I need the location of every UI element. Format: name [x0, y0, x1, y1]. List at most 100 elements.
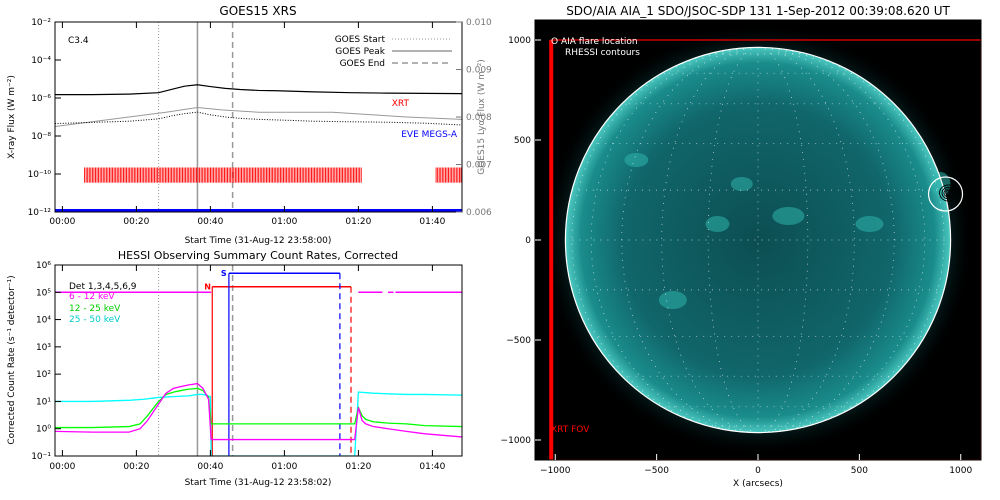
- goes-axes: 00:00 00:20 00:40 01:00 01:20 01:40 10⁻¹² 10⁻¹⁰…: [28, 18, 492, 227]
- goes-y-tick-label: 10⁻¹²: [28, 208, 52, 218]
- goes-peak-legend-label: GOES Peak: [335, 47, 385, 57]
- aia-x-tick-label: 0: [755, 466, 761, 476]
- longitude-line: [591, 47, 759, 433]
- active-region: [705, 216, 730, 232]
- active-region: [624, 153, 649, 167]
- hessi-panel: HESSI Observing Summary Count Rates, Cor…: [7, 249, 463, 488]
- active-region: [730, 177, 753, 191]
- goes-x-tick-label: 00:20: [123, 217, 149, 227]
- goes-lyman-alpha-line: [55, 106, 462, 127]
- goes-x-tick-label: 01:20: [345, 217, 371, 227]
- rhessi-contour: [943, 188, 954, 198]
- active-region: [855, 216, 884, 232]
- xrt-coverage-interval: [435, 167, 462, 183]
- rhessi-contour: [939, 184, 958, 202]
- hessi-legend-6-12kev: 6 - 12 keV: [69, 292, 115, 302]
- eve-megs-a-label: EVE MEGS-A: [401, 130, 458, 140]
- goes-start-legend-label: GOES Start: [335, 35, 386, 45]
- saa-marker: S: [221, 269, 227, 278]
- longitude-line: [757, 47, 945, 433]
- hessi-y-tick-label: 10⁻¹: [31, 452, 51, 462]
- rhessi-contour: [941, 186, 956, 200]
- aia-x-tick-label: 500: [851, 466, 868, 476]
- goes-short-channel-line: [55, 111, 462, 126]
- aia-flare-location-circle: [927, 176, 964, 212]
- goes-x-tick-label: 01:00: [271, 217, 297, 227]
- hessi-y-tick-label: 10³: [36, 343, 51, 353]
- hessi-y-tick-label: 10⁵: [36, 288, 51, 298]
- hessi-x-tick-label: 01:00: [271, 462, 297, 472]
- hessi-axes: 00:00 00:20 00:40 01:00 01:20 01:40 10⁻¹ 10⁰ 10¹…: [31, 261, 445, 472]
- goes-end-legend-label: GOES End: [340, 59, 385, 69]
- goes-y-tick-label: 10⁻⁸: [31, 132, 51, 142]
- goes-y2-tick-label: 0.006: [466, 208, 492, 218]
- goes-y-tick-label: 10⁻¹⁰: [28, 170, 52, 180]
- hessi-y-tick-label: 10²: [36, 370, 51, 380]
- hessi-y-tick-label: 10⁶: [36, 261, 51, 271]
- solar-limb: [564, 46, 952, 434]
- hessi-y-tick-label: 10¹: [36, 397, 51, 407]
- active-region: [658, 291, 687, 309]
- hessi-y-axis-label: Corrected Count Rate (s⁻¹ detector⁻¹): [7, 275, 17, 444]
- goes-y-tick-label: 10⁻⁴: [31, 56, 51, 66]
- goes-y2-tick-label: 0.008: [466, 113, 492, 123]
- aia-legend-rhessi-contours: RHESSI contours: [565, 48, 640, 58]
- aia-x-tick-label: −500: [644, 466, 669, 476]
- aia-panel: SDO/AIA AIA_1 SDO/JSOC-SDP 131 1-Sep-201…: [501, 4, 982, 489]
- hessi-6-12kev-line: [55, 382, 462, 441]
- hessi-plot-frame: [54, 264, 463, 457]
- hessi-legend-12-25kev: 12 - 25 keV: [69, 304, 121, 314]
- aia-x-axis-label: X (arcsecs): [733, 479, 783, 489]
- hessi-y-tick-label: 10⁴: [36, 316, 51, 326]
- goes-plot-area: [55, 22, 462, 212]
- aia-image: [542, 24, 981, 460]
- goes-flare-class: C3.4: [68, 36, 89, 46]
- aia-legend-flare-location: O AIA flare location: [551, 37, 638, 47]
- hessi-x-tick-label: 01:20: [345, 462, 371, 472]
- aia-y-tick-label: 500: [514, 136, 531, 146]
- goes-y2-tick-label: 0.007: [466, 161, 492, 171]
- heliographic-grid: [565, 47, 951, 433]
- xrt-label: XRT: [392, 99, 410, 109]
- hessi-x-tick-label: 00:20: [123, 462, 149, 472]
- aia-axes: −1000 −500 0 500 1000 1000 500 0 −500 −1000: [501, 36, 973, 476]
- aia-chart-title: SDO/AIA AIA_1 SDO/JSOC-SDP 131 1-Sep-201…: [566, 4, 950, 18]
- goes-y-tick-label: 10⁻⁶: [31, 94, 51, 104]
- longitude-line: [571, 47, 759, 433]
- aia-x-tick-label: −1000: [540, 466, 571, 476]
- goes-chart-title: GOES15 XRS: [219, 4, 296, 18]
- longitude-line: [757, 47, 925, 433]
- hessi-12-25kev-line: [55, 387, 462, 429]
- active-region: [772, 207, 805, 225]
- goes-y2-tick-label: 0.009: [466, 66, 492, 76]
- hessi-x-axis-label: Start Time (31-Aug-12 23:58:02): [185, 478, 332, 488]
- aia-y-tick-label: 0: [525, 236, 531, 246]
- goes-x-axis-label: Start Time (31-Aug-12 23:58:00): [185, 236, 332, 246]
- hessi-x-tick-label: 00:00: [49, 462, 75, 472]
- goes-x-tick-label: 01:40: [419, 217, 445, 227]
- xrt-fov-label: XRT FOV: [551, 425, 590, 435]
- goes-legend: GOES Start GOES Peak GOES End: [335, 35, 452, 69]
- aia-y-tick-label: −500: [506, 336, 531, 346]
- xrt-coverage-interval: [84, 167, 362, 183]
- goes-y-tick-label: 10⁻²: [31, 18, 51, 28]
- hessi-x-tick-label: 00:40: [197, 462, 223, 472]
- hessi-legend-25-50kev: 25 - 50 keV: [69, 315, 121, 325]
- solar-disk: [565, 47, 951, 433]
- goes-xrs-panel: GOES15 XRS X-ray Flux (W m⁻²) GOES15 Lyα…: [7, 4, 492, 246]
- hessi-legend-det: Det 1,3,4,5,6,9: [69, 282, 137, 292]
- aia-y-tick-label: −1000: [501, 436, 532, 446]
- hessi-y-tick-label: 10⁰: [36, 425, 51, 435]
- goes-y2-axis-label: GOES15 Lyα Flux (W m⁻²): [477, 59, 487, 175]
- rhessi-contour: [945, 190, 952, 196]
- goes-long-channel-line: [55, 84, 462, 96]
- aia-x-tick-label: 1000: [949, 466, 972, 476]
- hessi-chart-title: HESSI Observing Summary Count Rates, Cor…: [118, 249, 398, 262]
- aia-y-tick-label: 1000: [508, 36, 531, 46]
- goes-y2-tick-label: 0.010: [466, 18, 492, 28]
- hessi-x-tick-label: 01:40: [419, 462, 445, 472]
- goes-y-axis-label: X-ray Flux (W m⁻²): [7, 75, 17, 159]
- night-marker: N: [204, 283, 211, 292]
- goes-x-tick-label: 00:00: [49, 217, 75, 227]
